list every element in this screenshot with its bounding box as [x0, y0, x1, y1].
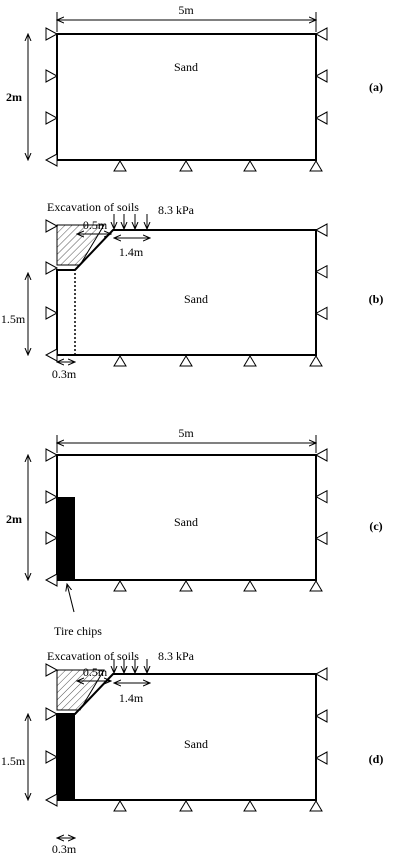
- material-label: Sand: [174, 60, 198, 74]
- panel-label: (d): [369, 752, 384, 766]
- support: [44, 153, 58, 167]
- domain: [56, 454, 317, 581]
- support: [45, 219, 59, 233]
- wall-width: 0.3m: [52, 367, 77, 381]
- excavation-label: Excavation of soils: [47, 649, 139, 663]
- support: [44, 348, 58, 362]
- support: [45, 490, 59, 504]
- support: [314, 709, 328, 723]
- support: [45, 531, 59, 545]
- support: [45, 448, 59, 462]
- material-label: Sand: [174, 515, 198, 529]
- panel-label: (b): [369, 292, 384, 306]
- support: [113, 580, 127, 592]
- support: [113, 160, 127, 172]
- support: [243, 580, 257, 592]
- load-label: 8.3 kPa: [158, 649, 195, 663]
- excavation-width: 0.5m: [83, 665, 108, 679]
- support: [45, 750, 59, 764]
- panel-a: 5m 2m Sand (a): [6, 3, 383, 161]
- load-label: 8.3 kPa: [158, 203, 195, 217]
- support: [314, 448, 328, 462]
- tire-chips: [57, 714, 75, 800]
- support: [314, 751, 328, 765]
- support: [45, 306, 59, 320]
- domain: [56, 33, 317, 161]
- support: [243, 800, 257, 812]
- load-arrows: [114, 659, 147, 673]
- support: [45, 663, 59, 677]
- support: [179, 800, 193, 812]
- support: [179, 580, 193, 592]
- support: [309, 160, 323, 172]
- width-label: 5m: [178, 426, 194, 440]
- support: [179, 355, 193, 367]
- support: [243, 355, 257, 367]
- material-label: Sand: [184, 737, 208, 751]
- domain: [56, 229, 317, 356]
- wall-width: 0.3m: [52, 842, 77, 856]
- wall-height: 1.5m: [1, 312, 26, 326]
- support: [44, 793, 58, 807]
- panel-c: 5m 2m Tire chips Sand (c): [6, 426, 383, 638]
- material-label: Sand: [184, 292, 208, 306]
- tire-chips: [57, 497, 75, 580]
- support: [314, 69, 328, 83]
- support: [45, 111, 59, 125]
- support: [314, 111, 328, 125]
- support: [314, 306, 328, 321]
- support: [44, 573, 58, 587]
- height-label: 2m: [6, 512, 22, 526]
- support: [45, 261, 59, 275]
- support: [314, 667, 328, 681]
- support: [314, 264, 328, 279]
- support: [309, 355, 323, 367]
- height-label: 2m: [6, 90, 22, 104]
- load-width: 1.4m: [119, 691, 144, 705]
- support: [314, 489, 328, 504]
- panel-label: (a): [369, 80, 383, 94]
- support: [243, 160, 257, 172]
- load-width: 1.4m: [119, 245, 144, 259]
- panel-d: Excavation of soils 0.5m 8.3 kPa 1.4m 1.…: [1, 649, 384, 856]
- support: [309, 800, 323, 812]
- support: [113, 355, 127, 367]
- panel-b: Excavation of soils 0.5m 8.3 kPa 1.4m 1.…: [1, 200, 384, 381]
- support: [45, 707, 59, 721]
- panel-label: (c): [369, 519, 382, 533]
- support: [309, 580, 323, 592]
- load-arrows: [114, 214, 147, 229]
- support: [314, 531, 328, 546]
- support: [45, 27, 59, 41]
- support: [314, 223, 328, 237]
- excavation-width: 0.5m: [83, 218, 108, 232]
- wall-height: 1.5m: [1, 754, 26, 768]
- pointer: [67, 584, 75, 613]
- width-label: 5m: [178, 3, 194, 17]
- fill-label: Tire chips: [54, 624, 102, 638]
- support: [314, 27, 328, 41]
- excavation-label: Excavation of soils: [47, 200, 139, 214]
- support: [45, 69, 59, 83]
- support: [113, 800, 127, 812]
- support: [179, 160, 193, 172]
